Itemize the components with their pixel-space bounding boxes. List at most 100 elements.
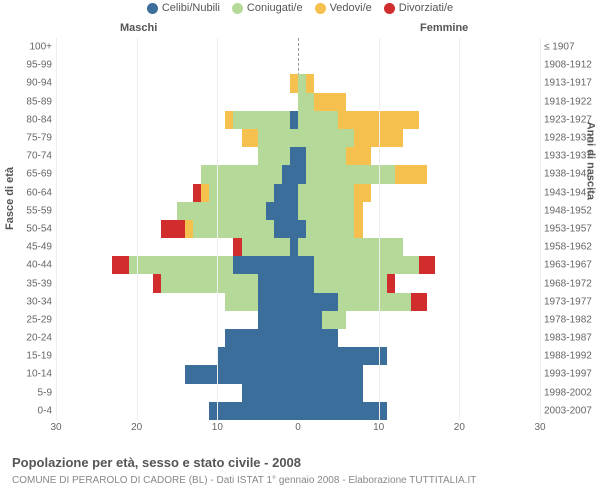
male-half xyxy=(56,147,298,165)
bar-segment-cel xyxy=(290,147,298,165)
male-half xyxy=(56,184,298,202)
bar-segment-con xyxy=(338,293,411,311)
bar-segment-con xyxy=(314,274,387,292)
female-half xyxy=(298,293,540,311)
age-label: 70-74 xyxy=(16,151,52,162)
birth-year-label: 1908-1912 xyxy=(544,60,596,71)
pyramid-row: 90-941913-1917 xyxy=(56,74,540,92)
bar-segment-con xyxy=(225,293,257,311)
pyramid-row: 55-591948-1952 xyxy=(56,202,540,220)
bar-segment-con xyxy=(242,238,290,256)
male-half xyxy=(56,329,298,347)
age-label: 5-9 xyxy=(16,387,52,398)
gridline xyxy=(540,38,541,420)
bar-segment-con xyxy=(258,147,290,165)
bar-segment-cel xyxy=(298,347,387,365)
bar-segment-ved xyxy=(201,184,209,202)
birth-year-label: 1923-1927 xyxy=(544,114,596,125)
female-half xyxy=(298,129,540,147)
birth-year-label: 1983-1987 xyxy=(544,333,596,344)
bar-segment-cel xyxy=(185,365,298,383)
bar-segment-div xyxy=(233,238,241,256)
male-half xyxy=(56,365,298,383)
bar-segment-cel xyxy=(298,274,314,292)
female-half xyxy=(298,202,540,220)
pyramid-row: 75-791928-1932 xyxy=(56,129,540,147)
x-axis: 3020100102030 xyxy=(56,420,540,438)
legend-swatch xyxy=(384,3,395,14)
bar-segment-cel xyxy=(298,311,322,329)
female-half xyxy=(298,274,540,292)
bar-segment-cel xyxy=(274,220,298,238)
female-half xyxy=(298,238,540,256)
bar-segment-cel xyxy=(258,274,298,292)
age-label: 20-24 xyxy=(16,333,52,344)
bar-segment-con xyxy=(298,93,314,111)
bar-segment-con xyxy=(201,165,282,183)
pyramid-row: 15-191988-1992 xyxy=(56,347,540,365)
age-label: 55-59 xyxy=(16,205,52,216)
male-half xyxy=(56,402,298,420)
age-label: 95-99 xyxy=(16,60,52,71)
legend-swatch xyxy=(315,3,326,14)
female-half xyxy=(298,347,540,365)
bar-segment-ved xyxy=(290,74,298,92)
age-label: 90-94 xyxy=(16,78,52,89)
male-half xyxy=(56,93,298,111)
bar-segment-con xyxy=(298,184,354,202)
bar-segment-con xyxy=(298,202,354,220)
bar-segment-ved xyxy=(395,165,427,183)
pyramid-row: 70-741933-1937 xyxy=(56,147,540,165)
pyramid-row: 65-691938-1942 xyxy=(56,165,540,183)
age-label: 10-14 xyxy=(16,369,52,380)
pyramid-row: 50-541953-1957 xyxy=(56,220,540,238)
age-label: 0-4 xyxy=(16,405,52,416)
bar-segment-cel xyxy=(290,111,298,129)
birth-year-label: 1968-1972 xyxy=(544,278,596,289)
legend-label: Coniugati/e xyxy=(247,2,303,14)
gridline xyxy=(379,38,380,420)
birth-year-label: 1958-1962 xyxy=(544,242,596,253)
bar-segment-con xyxy=(298,111,338,129)
male-half xyxy=(56,384,298,402)
bar-segment-cel xyxy=(258,311,298,329)
bar-segment-ved xyxy=(354,202,362,220)
gridline xyxy=(217,38,218,420)
bar-segment-con xyxy=(298,129,354,147)
male-half xyxy=(56,293,298,311)
age-label: 80-84 xyxy=(16,114,52,125)
gridline xyxy=(56,38,57,420)
age-label: 50-54 xyxy=(16,223,52,234)
age-label: 15-19 xyxy=(16,351,52,362)
age-label: 60-64 xyxy=(16,187,52,198)
male-half xyxy=(56,111,298,129)
bar-segment-con xyxy=(306,220,354,238)
age-label: 85-89 xyxy=(16,96,52,107)
bar-segment-cel xyxy=(298,256,314,274)
pyramid-row: 5-91998-2002 xyxy=(56,384,540,402)
bar-segment-con xyxy=(161,274,258,292)
legend-label: Vedovi/e xyxy=(330,2,372,14)
x-tick: 10 xyxy=(373,422,384,433)
birth-year-label: 1938-1942 xyxy=(544,169,596,180)
bar-segment-con xyxy=(177,202,266,220)
bar-segment-div xyxy=(419,256,435,274)
female-half xyxy=(298,93,540,111)
bar-segment-cel xyxy=(209,402,298,420)
legend-item: Celibi/Nubili xyxy=(147,2,220,14)
bar-segment-ved xyxy=(354,184,370,202)
pyramid-row: 60-641943-1947 xyxy=(56,184,540,202)
x-tick: 20 xyxy=(454,422,465,433)
bar-segment-con xyxy=(314,256,419,274)
bar-segment-ved xyxy=(346,147,370,165)
pyramid-row: 20-241983-1987 xyxy=(56,329,540,347)
pyramid-row: 95-991908-1912 xyxy=(56,56,540,74)
male-half xyxy=(56,220,298,238)
female-half xyxy=(298,365,540,383)
bar-segment-ved xyxy=(314,93,346,111)
female-half xyxy=(298,165,540,183)
bar-segment-cel xyxy=(217,347,298,365)
x-tick: 30 xyxy=(50,422,61,433)
legend-label: Divorziati/e xyxy=(399,2,453,14)
birth-year-label: 1928-1932 xyxy=(544,133,596,144)
